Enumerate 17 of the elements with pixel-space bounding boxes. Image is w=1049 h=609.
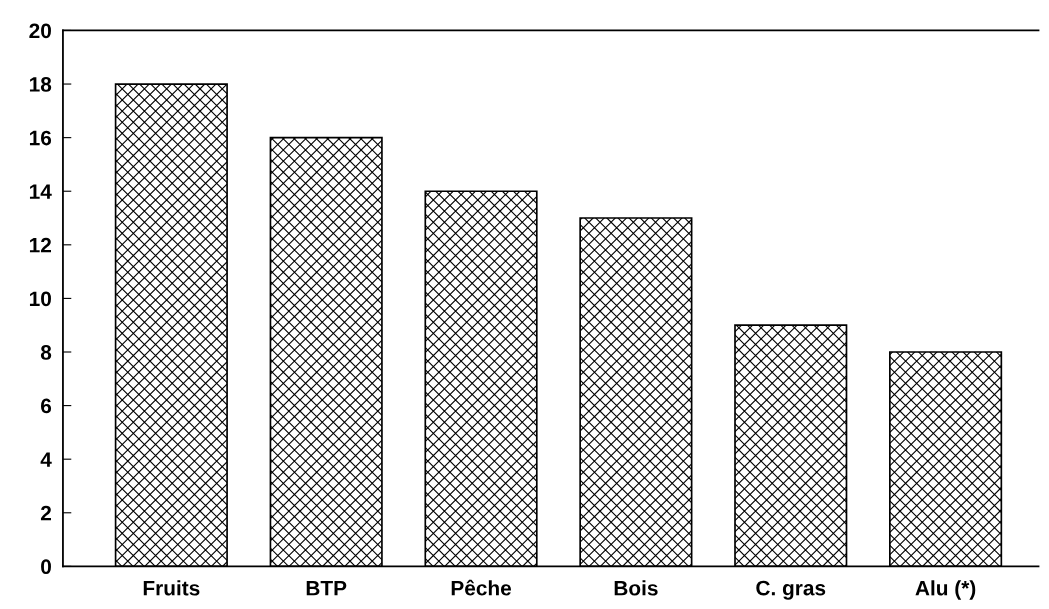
y-tick-label: 4: [40, 452, 52, 467]
y-tick-label: 12: [29, 237, 51, 253]
y-tick-label: 18: [29, 77, 52, 92]
x-tick-label: C. gras: [756, 580, 826, 600]
x-tick-label: Fruits: [143, 580, 200, 596]
y-tick-label: 0: [41, 559, 51, 575]
x-tick-label: Bois: [614, 580, 658, 596]
y-tick-label: 8: [40, 345, 52, 360]
y-tick-label: 10: [29, 291, 51, 307]
x-tick-label: BTP: [306, 581, 347, 596]
x-tick-label: Pêche: [451, 579, 512, 596]
y-tick-label: 6: [41, 398, 52, 414]
y-tick-label: 16: [29, 130, 52, 146]
y-tick-label: 14: [29, 184, 52, 199]
x-tick-label: Alu (*): [915, 580, 976, 600]
y-tick-label: 20: [29, 23, 51, 39]
y-tick-label: 2: [40, 505, 51, 521]
